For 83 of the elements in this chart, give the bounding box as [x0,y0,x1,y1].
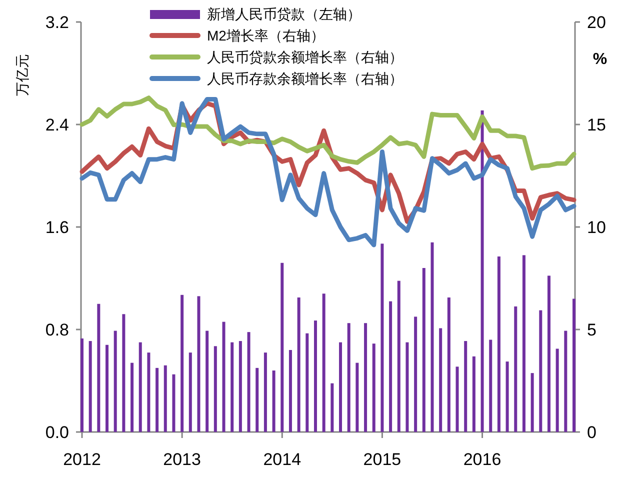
x-tick-label: 2013 [163,450,201,469]
bar [156,368,159,432]
bar [497,256,500,432]
x-tick-label: 2015 [363,450,402,469]
bar [472,356,476,432]
bar [297,297,300,432]
bar [397,280,400,432]
bar [389,301,392,432]
y2-tick-label: 20 [587,13,606,32]
legend-label: 新增人民币贷款（左轴） [207,6,361,22]
bar [356,362,359,432]
bar [164,365,167,432]
y2-tick-label: 15 [587,116,606,134]
bar [114,330,117,432]
bar [214,346,217,432]
bar [247,332,250,432]
bar [172,374,176,432]
x-tick-label: 2014 [263,450,302,469]
bar [322,294,326,432]
bar [106,344,109,432]
bar [230,342,234,432]
bar [238,341,242,432]
bar [188,352,192,432]
bar [288,350,292,432]
bar [480,110,484,432]
bar [522,255,526,432]
bar [339,342,342,432]
y-tick-label: 0.8 [45,320,69,340]
bar [422,268,426,432]
y-tick-label: 0.0 [45,423,69,442]
bar [280,262,284,432]
x-tick-label: 2012 [63,450,101,469]
bar [414,316,418,432]
bar [364,323,368,432]
bar [514,306,518,432]
y2-axis-title: % [592,51,608,68]
bar [256,368,259,432]
bar [556,348,559,432]
bar [439,328,442,432]
bar [272,370,276,432]
bar [489,340,492,432]
bar [264,352,267,432]
y-tick-label: 3.2 [45,13,69,32]
bar [456,366,459,432]
bar [447,297,450,432]
y2-tick-label: 0 [587,423,596,442]
bar [138,342,142,432]
y2-tick-label: 10 [587,218,606,237]
bar [314,320,317,432]
bar [147,352,150,432]
bar [372,344,376,432]
bar [306,333,309,432]
y-axis-title: 万亿元 [14,54,30,96]
bar [347,323,350,432]
y-tick-label: 1.6 [45,218,69,237]
bar [197,296,200,432]
line-series [80,96,576,171]
legend-label: 人民币贷款余额增长率（右轴） [207,49,403,65]
bar [547,276,550,432]
bar [506,362,509,432]
bar [430,242,434,432]
bar [222,322,226,432]
bar [130,362,134,432]
bar [206,330,209,432]
bar [572,298,576,432]
x-tick-label: 2016 [463,450,502,469]
bar [180,294,184,432]
y2-tick-label: 5 [587,320,596,340]
bar [122,314,126,432]
bar [539,310,542,432]
bar [380,244,384,432]
bar [406,342,409,432]
bar [530,373,534,432]
bar [564,330,568,432]
y-tick-label: 2.4 [45,116,69,134]
bar [88,341,92,432]
line-series [80,97,576,248]
bar [80,338,84,432]
legend-label: 人民币存款余额增长率（右轴） [207,70,403,86]
legend-label: M2增长率（右轴） [207,28,324,44]
bar [97,304,100,432]
bar [464,341,468,432]
bar [330,383,334,432]
